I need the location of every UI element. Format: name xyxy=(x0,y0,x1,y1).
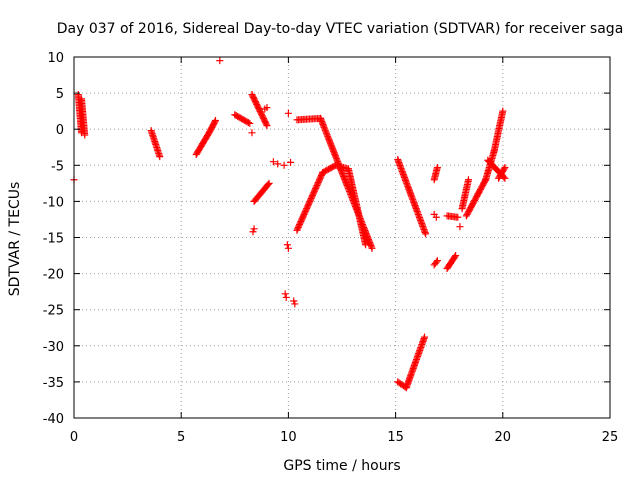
data-point-marker xyxy=(216,57,224,65)
y-tick-label: -5 xyxy=(51,159,64,174)
data-point-marker xyxy=(362,241,370,249)
data-point-marker xyxy=(212,117,220,125)
data-point-marker xyxy=(282,293,290,301)
data-point-marker xyxy=(274,160,282,168)
data-point-marker xyxy=(262,120,270,128)
data-point-marker xyxy=(281,290,289,298)
x-tick-label: 5 xyxy=(177,430,185,445)
data-point-marker xyxy=(284,244,292,252)
data-point-marker xyxy=(291,300,299,308)
data-point-marker xyxy=(265,179,273,187)
chart-title: Day 037 of 2016, Sidereal Day-to-day VTE… xyxy=(57,21,624,37)
y-tick-label: -10 xyxy=(43,195,64,210)
data-point-marker xyxy=(456,223,464,231)
y-tick-label: -25 xyxy=(43,304,64,319)
data-point-marker xyxy=(263,104,271,112)
data-point-marker xyxy=(248,129,256,137)
data-point-marker xyxy=(287,158,295,166)
data-point-marker xyxy=(421,333,429,341)
data-point-marker xyxy=(432,258,440,266)
data-point-marker xyxy=(263,122,271,130)
x-tick-label: 20 xyxy=(495,430,512,445)
data-point-marker xyxy=(432,213,440,221)
data-point-marker xyxy=(284,109,292,117)
x-tick-label: 15 xyxy=(387,430,404,445)
data-points xyxy=(70,57,509,392)
data-point-marker xyxy=(283,241,291,249)
data-point-marker xyxy=(454,213,462,221)
y-tick-label: -20 xyxy=(43,268,64,283)
data-point-marker xyxy=(264,181,272,189)
y-tick-label: -15 xyxy=(43,232,64,247)
data-point-marker xyxy=(433,163,441,171)
data-point-marker xyxy=(501,174,509,182)
data-point-marker xyxy=(269,158,277,166)
data-point-marker xyxy=(244,119,252,127)
tick-labels: 0 5 10 15 20 25 -40 -35 -30 -25 -20 -15 -10 -5 0 5 10 xyxy=(43,51,619,445)
data-point-marker xyxy=(368,244,376,252)
y-tick-label: -35 xyxy=(43,376,64,391)
data-point-marker xyxy=(211,118,219,126)
data-point-marker xyxy=(464,176,472,184)
data-point-marker xyxy=(501,163,509,171)
axis-ticks xyxy=(73,56,611,419)
x-tick-label: 25 xyxy=(602,430,619,445)
data-point-marker xyxy=(280,161,288,169)
y-tick-label: 5 xyxy=(56,87,64,102)
data-point-marker xyxy=(156,153,164,161)
y-tick-label: 0 xyxy=(56,123,64,138)
y-tick-label: -40 xyxy=(43,412,64,427)
x-tick-label: 0 xyxy=(70,430,78,445)
y-axis-label: SDTVAR / TECUs xyxy=(7,182,23,297)
data-point-marker xyxy=(422,230,430,238)
y-tick-label: -30 xyxy=(43,340,64,355)
data-point-marker xyxy=(499,107,507,115)
data-point-marker xyxy=(451,253,459,261)
data-point-marker xyxy=(81,131,89,139)
data-point-marker xyxy=(433,257,441,265)
y-tick-label: 10 xyxy=(47,51,64,66)
data-point-marker xyxy=(452,252,460,260)
data-point-marker xyxy=(246,119,254,127)
x-tick-label: 10 xyxy=(280,430,297,445)
x-axis-label: GPS time / hours xyxy=(283,458,400,474)
data-point-marker xyxy=(249,228,257,236)
data-point-marker xyxy=(500,165,508,173)
